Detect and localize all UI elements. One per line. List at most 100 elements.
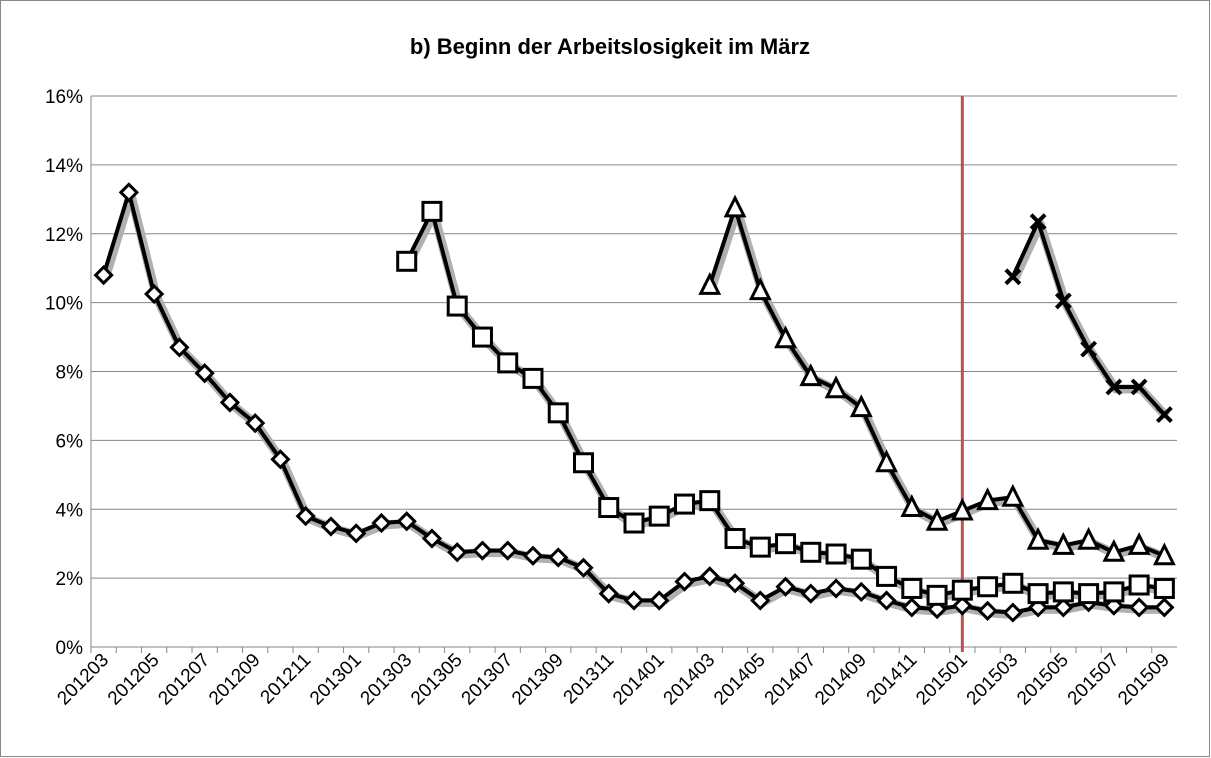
marker: [849, 394, 873, 418]
marker: [750, 590, 771, 611]
marker: [800, 583, 821, 604]
marker: [977, 576, 999, 598]
marker: [548, 547, 569, 568]
marker: [1029, 213, 1047, 231]
y-tick-label: 2%: [56, 569, 84, 590]
marker: [724, 528, 746, 550]
marker: [850, 548, 872, 570]
marker: [396, 250, 418, 272]
marker: [1080, 340, 1098, 358]
marker: [118, 182, 140, 203]
marker: [522, 367, 544, 389]
marker: [977, 600, 998, 621]
marker: [194, 363, 215, 384]
marker: [724, 573, 746, 594]
marker: [547, 402, 569, 424]
marker: [346, 523, 367, 544]
marker: [447, 542, 468, 563]
y-tick-label: 16%: [45, 87, 83, 108]
marker: [901, 577, 923, 599]
marker: [952, 595, 973, 616]
marker: [1001, 483, 1025, 507]
marker: [245, 413, 266, 434]
marker: [1077, 526, 1101, 550]
marker: [799, 363, 823, 387]
marker: [1103, 581, 1125, 603]
marker: [699, 490, 721, 512]
marker: [1052, 581, 1074, 603]
marker: [723, 194, 747, 218]
y-tick-label: 14%: [45, 156, 83, 177]
marker: [1004, 268, 1022, 286]
marker: [900, 494, 924, 518]
marker: [144, 283, 165, 305]
marker: [698, 272, 722, 295]
y-tick-label: 8%: [56, 363, 84, 384]
marker: [169, 337, 190, 358]
marker: [876, 565, 898, 587]
marker: [648, 505, 670, 527]
marker: [497, 352, 519, 374]
marker: [598, 497, 620, 519]
marker: [950, 497, 974, 521]
marker: [371, 512, 392, 534]
marker: [775, 533, 797, 555]
marker: [1054, 292, 1072, 310]
marker: [623, 512, 645, 534]
marker: [926, 584, 948, 606]
marker: [749, 536, 771, 558]
y-tick-label: 4%: [56, 500, 84, 521]
marker: [775, 576, 796, 597]
marker: [1102, 538, 1126, 562]
marker: [1002, 602, 1023, 623]
marker: [573, 557, 594, 578]
marker: [421, 528, 443, 549]
marker: [825, 543, 847, 565]
marker: [446, 295, 468, 317]
marker: [1152, 542, 1176, 566]
marker: [320, 516, 342, 537]
marker: [951, 579, 973, 601]
marker: [1053, 597, 1074, 618]
marker: [851, 581, 872, 603]
marker: [825, 578, 847, 599]
marker: [1002, 572, 1024, 594]
marker: [598, 583, 619, 604]
marker: [1128, 597, 1150, 618]
marker: [748, 277, 772, 301]
marker: [674, 493, 696, 515]
marker: [876, 590, 897, 611]
marker: [875, 449, 898, 473]
marker: [1155, 406, 1173, 423]
marker: [674, 571, 695, 592]
marker: [497, 540, 518, 561]
y-tick-label: 6%: [56, 431, 84, 452]
marker: [976, 487, 1000, 511]
marker: [396, 511, 417, 532]
y-tick-label: 12%: [45, 225, 83, 246]
marker: [219, 392, 241, 413]
marker: [1027, 583, 1049, 605]
marker: [1026, 526, 1050, 550]
marker: [421, 200, 443, 222]
marker: [1154, 597, 1175, 618]
marker: [1078, 583, 1100, 605]
marker: [800, 541, 822, 563]
marker: [93, 264, 114, 286]
marker: [472, 540, 493, 561]
marker: [1153, 577, 1175, 599]
marker: [1128, 574, 1150, 596]
marker: [572, 452, 594, 474]
marker: [522, 545, 544, 566]
marker: [623, 590, 645, 611]
marker: [774, 325, 797, 349]
y-tick-label: 10%: [45, 294, 83, 315]
marker: [270, 449, 291, 470]
marker: [1105, 378, 1123, 396]
marker: [1051, 532, 1075, 555]
y-tick-label: 0%: [56, 638, 84, 659]
marker: [295, 506, 316, 527]
